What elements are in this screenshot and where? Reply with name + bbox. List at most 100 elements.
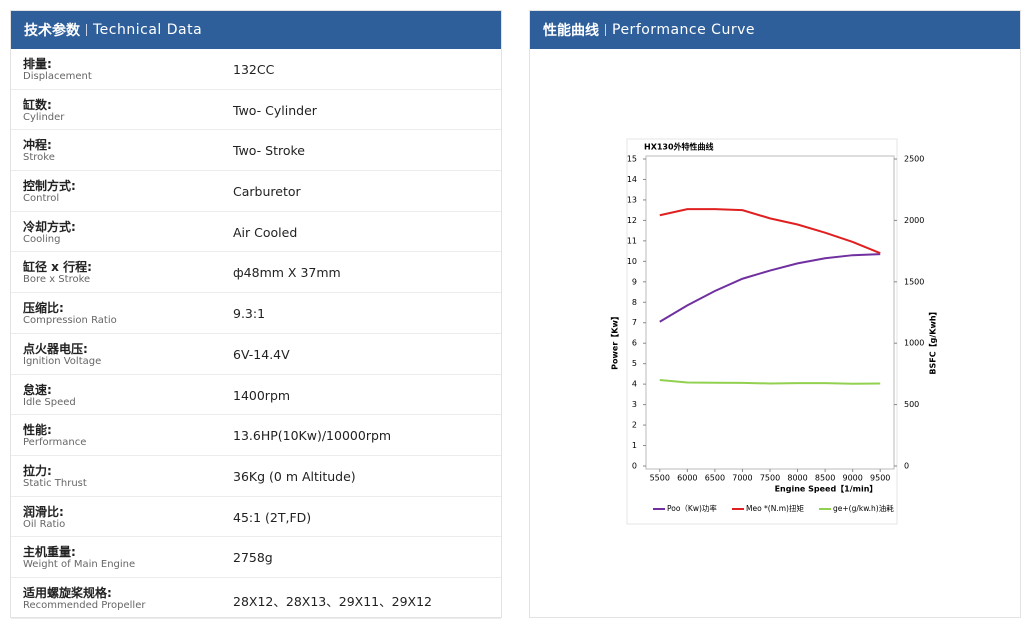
tech-panel: 技术参数 Technical Data 排量: Displacement 132CC 缸… [10,10,502,619]
spec-row: 拉力: Static Thrust 36Kg (0 m Altitude) [11,456,501,497]
spec-row: 性能: Performance 13.6HP(10Kw)/10000rpm [11,415,501,456]
label-cn: 冲程: [23,138,52,153]
label-en: Idle Speed [23,396,76,408]
y-axis-label: Power【Kw】 [610,312,620,370]
x-tick-label: 6000 [677,474,697,483]
x-tick-label: 7500 [760,474,780,483]
label-cn: 拉力: [23,463,52,478]
y-tick-label: 4 [632,380,637,389]
y-tick-label: 10 [627,257,637,266]
header-en: Technical Data [86,23,202,37]
spec-value: 1400rpm [233,387,291,403]
label-en: Ignition Voltage [23,355,102,367]
series-line [659,208,881,255]
header-en: Performance Curve [605,23,755,37]
spec-value: 28X12、28X13、29X11、29X12 [233,593,432,609]
y-tick-label: 2 [632,421,637,430]
x-tick-label: 8500 [815,474,835,483]
legend-label: Meo *(N.m)扭矩 [746,503,804,513]
spec-value: 36Kg (0 m Altitude) [233,468,356,484]
label-cn: 缸径 x 行程: [23,260,92,275]
y-tick-label: 6 [632,339,637,348]
header-cn: 技术参数 [24,23,80,39]
label-en: Compression Ratio [23,315,117,327]
y2-tick-label: 1500 [904,277,924,286]
label-en: Stroke [23,152,55,164]
spec-value: 2758g [233,550,273,566]
series-line [659,379,881,385]
y-tick-label: 9 [632,277,637,286]
spec-value: 6V-14.4V [233,346,290,362]
spec-row: 缸数: Cylinder Two- Cylinder [11,90,501,131]
y-tick-label: 13 [627,195,637,204]
label-en: Oil Ratio [23,518,66,530]
label-cn: 性能: [23,423,52,438]
label-en: Static Thrust [23,477,87,489]
y-tick-label: 1 [632,441,637,450]
spec-table: 排量: Displacement 132CC 缸数: Cylinder Two- Cyli… [11,49,501,619]
x-tick-label: 8000 [787,474,807,483]
label-cn: 适用螺旋桨规格: [23,585,112,600]
x-tick-label: 9000 [842,474,862,483]
y-tick-label: 8 [632,298,637,307]
legend-label: Poo（Kw)功率 [667,503,717,513]
x-axis-label: Engine Speed【1/min】 [775,484,878,494]
spec-value: 45:1 (2T,FD) [233,509,312,525]
y2-tick-label: 1000 [904,339,924,348]
chart: HX130外特性曲线 Engine Speed【1/min】 Power【Kw】… [610,138,938,525]
label-cn: 主机重量: [23,545,76,560]
header-cn: 性能曲线 [543,23,599,39]
spec-row: 点火器电压: Ignition Voltage 6V-14.4V [11,334,501,375]
label-cn: 点火器电压: [23,341,88,356]
spec-row: 缸径 x 行程: Bore x Stroke ф48mm X 37mm [11,252,501,294]
label-en: Performance [23,437,87,449]
spec-value: 132CC [233,62,275,77]
spec-row: 控制方式: Control Carburetor [11,171,501,212]
y-tick-label: 12 [627,216,637,225]
spec-row: 主机重量: Weight of Main Engine 2758g [11,537,501,578]
spec-row: 冲程: Stroke Two- Stroke [11,130,501,172]
y2-tick-label: 2000 [904,216,924,225]
x-tick-label: 5500 [650,474,670,483]
y2-tick-label: 500 [904,400,919,409]
y-tick-label: 5 [632,359,637,368]
spec-value: Air Cooled [233,224,298,240]
spec-value: 9.3:1 [233,306,266,322]
y2-tick-label: 2500 [904,155,924,164]
chart-title: HX130外特性曲线 [644,142,714,152]
spec-value: Two- Stroke [233,143,305,159]
label-en: Control [23,193,60,205]
plot-area [645,155,895,470]
y-tick-label: 0 [632,462,637,471]
spec-value: ф48mm X 37mm [233,265,341,281]
y-tick-label: 7 [632,318,637,327]
label-en: Recommended Propeller [23,599,146,611]
label-cn: 怠速: [23,382,52,397]
series-line [659,253,881,323]
label-en: Bore x Stroke [23,274,91,286]
spec-row: 润滑比: Oil Ratio 45:1 (2T,FD) [11,497,501,538]
label-en: Weight of Main Engine [23,559,136,571]
spec-value: Two- Cylinder [233,102,317,118]
label-cn: 缸数: [23,97,52,112]
panel-header: 技术参数 Technical Data [11,11,501,49]
y2-axis-label: BSFC【g/Kwh】 [928,307,938,374]
label-cn: 冷却方式: [23,219,76,234]
spec-value: Carburetor [233,184,301,200]
label-cn: 控制方式: [23,179,76,194]
curve-panel: 性能曲线 Performance Curve HX130外特性曲线 Engine … [529,10,1021,618]
spec-row: 冷却方式: Cooling Air Cooled [11,212,501,253]
label-cn: 排量: [23,57,52,71]
y-tick-label: 3 [632,400,637,409]
spec-row: 怠速: Idle Speed 1400rpm [11,375,501,416]
label-en: Displacement [23,71,92,82]
y-tick-label: 14 [627,175,637,184]
legend-label: ge+(g/kw.h)油耗 [833,503,894,513]
y-tick-label: 15 [627,155,637,164]
label-cn: 润滑比: [23,504,64,519]
spec-row: 排量: Displacement 132CC [11,49,501,90]
label-en: Cooling [23,233,61,245]
x-tick-label: 7000 [732,474,752,483]
y-tick-label: 11 [627,236,637,245]
